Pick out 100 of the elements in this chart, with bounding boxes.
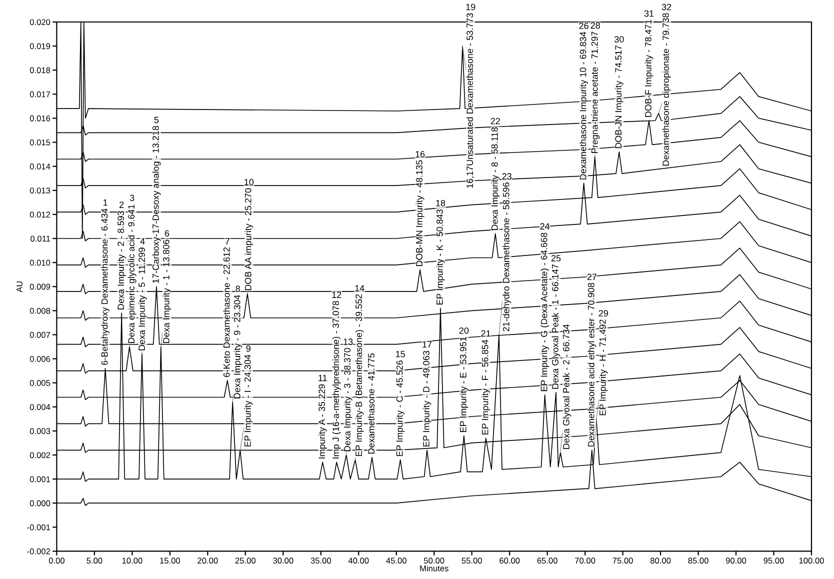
annotation: Dexamethasone Impurity 10 - 69.834 xyxy=(580,32,588,180)
annotation: EP Impurity - E - 53.951 xyxy=(460,337,468,432)
annotation: 8 xyxy=(236,286,240,292)
annotation: EP Impurity-B (Betamethasone) - 39.552 xyxy=(355,294,364,456)
annotation: 3 xyxy=(130,194,134,202)
x-tick-label: 50.00 xyxy=(424,558,444,564)
y-tick-label: 0.007 xyxy=(30,332,50,338)
y-axis-title: AU xyxy=(16,281,22,292)
annotation: Impurity A - 35.229 xyxy=(318,384,327,458)
y-tick-label: 0.011 xyxy=(30,236,50,242)
annotation: 6 xyxy=(164,230,170,237)
annotation: EP Impurity - F - 56.854 xyxy=(482,340,490,434)
annotation: 30 xyxy=(614,36,624,42)
annotation: 6-Betahydroxy Dexamethasone - 6.434 xyxy=(101,208,110,365)
y-tick-label: 0.018 xyxy=(30,67,50,74)
annotation: Dexa Glyoxal Peak - 2 - 66.734 xyxy=(562,324,572,449)
annotation: 16 xyxy=(416,150,425,158)
y-tick-label: 0.010 xyxy=(30,260,50,266)
annotation: 9 xyxy=(246,345,250,352)
annotation: EP Impurity - I - 24.304 xyxy=(244,354,253,446)
annotation: 15 xyxy=(396,350,405,358)
annotation: 7 xyxy=(225,238,230,244)
annotation: DOB-F Impurity - 78.471 xyxy=(644,20,654,117)
y-tick-label: 0.020 xyxy=(30,19,50,26)
annotation: 18 xyxy=(436,200,446,206)
annotation: 4 xyxy=(140,238,145,244)
y-tick-label: 0.015 xyxy=(30,139,50,146)
annotation: EP Impurity - C - 45.526 xyxy=(396,360,405,456)
x-tick-label: 10.00 xyxy=(122,558,142,564)
annotation: 21-dehydro Dexamethasone - 58.596 xyxy=(502,182,512,332)
annotation: EP Impurity - D - 49.063 xyxy=(422,350,432,446)
annotation: 26 xyxy=(579,22,588,30)
y-tick-label: 0.014 xyxy=(30,164,50,170)
annotation: Dexamethasone dipropionate - 79.738 xyxy=(662,13,671,166)
x-tick-label: 30.00 xyxy=(273,558,294,564)
annotation: 6-Keto Dexamethasone - 22.612 xyxy=(223,247,230,377)
annotation: Dexa Impurity - 8 - 58.118 xyxy=(491,127,500,230)
annotation: Dexa Glyoxal Peak - 1 - 66.147 xyxy=(552,264,560,389)
text: 32 xyxy=(662,4,672,10)
annotation: Imp J (16-a-methylprednisone) - 37.078 xyxy=(332,301,341,458)
y-tick-label: 0.004 xyxy=(30,404,50,410)
x-tick-label: 45.00 xyxy=(386,558,406,564)
x-tick-label: 20.00 xyxy=(198,558,218,564)
annotation: 5 xyxy=(154,116,159,124)
y-tick-label: 0.013 xyxy=(30,188,50,194)
annotation: Dexa Impurity - 3 - 38.370 xyxy=(344,348,352,452)
x-tick-label: 85.00 xyxy=(688,558,708,564)
y-tick-label: 0.008 xyxy=(30,308,50,314)
annotation: Dexa Impurity - 2 - 8.593 xyxy=(117,211,126,310)
annotation: 1 xyxy=(103,199,108,206)
x-tick-label: 5.00 xyxy=(86,558,102,564)
text: 31 xyxy=(644,10,654,17)
annotation: 21 xyxy=(481,330,490,337)
annotation: 2 xyxy=(120,202,124,208)
annotation: Dexamethasone acid ethyl ester - 70.908 xyxy=(588,282,596,446)
annotation: EP Impurity - K - 50.843 xyxy=(436,209,445,305)
x-tick-label: 75.00 xyxy=(612,558,633,564)
annotation: 13 xyxy=(344,338,353,345)
x-tick-label: 70.00 xyxy=(575,558,596,564)
x-tick-label: 90.00 xyxy=(726,558,746,564)
annotation: 20 xyxy=(459,327,469,334)
annotation: 17-Carboxy-17-Desoxy analog - 13.218 xyxy=(152,126,161,283)
y-tick-label: 0.005 xyxy=(30,380,50,386)
y-tick-label: 0.016 xyxy=(30,115,50,122)
y-tick-label: 0.002 xyxy=(30,452,50,458)
x-tick-label: 15.00 xyxy=(160,558,180,564)
annotation: EP Impurity - G (Dexa Acetate) - 64.668 xyxy=(540,232,550,392)
x-tick-label: 40.00 xyxy=(348,558,369,564)
annotation: 25 xyxy=(551,255,561,262)
text: 19 xyxy=(466,4,476,10)
y-tick-label: 0.001 xyxy=(30,476,50,482)
annotation: 11 xyxy=(318,374,327,382)
x-tick-label: 35.00 xyxy=(310,558,331,564)
annotation: 10 xyxy=(244,178,254,186)
x-tick-label: 95.00 xyxy=(764,558,784,564)
annotation: 17 xyxy=(422,341,432,348)
x-tick-label: 25.00 xyxy=(235,558,256,564)
y-tick-label: 0.000 xyxy=(30,500,50,506)
annotation: 16,17Unsaturated Dexamethasone - 53.773 xyxy=(466,13,474,188)
x-tick-label: 60.00 xyxy=(500,558,520,564)
annotation: DOB AA impurity - 25.270 xyxy=(244,188,254,290)
annotation: Pregna-triene acetate - 71.297 xyxy=(591,32,600,153)
x-axis-title: Minutes xyxy=(420,565,448,572)
annotation: EP Impurity - H - 71.492 xyxy=(599,320,608,416)
annotation: 28 xyxy=(590,22,600,29)
annotation: 24 xyxy=(540,223,550,230)
x-tick-label: 100.00 xyxy=(799,558,824,564)
annotation: 27 xyxy=(587,274,596,280)
annotation: Dexa Impurity - 9 - 23.304 xyxy=(234,294,242,398)
annotation: DOB-JN Impurity - 74.517 xyxy=(614,46,624,148)
annotation: 22 xyxy=(490,118,500,124)
x-tick-label: 65.00 xyxy=(537,558,558,564)
x-tick-label: 0.00 xyxy=(48,558,64,564)
x-tick-label: 55.00 xyxy=(462,558,482,564)
y-tick-label: -0.001 xyxy=(27,524,50,530)
y-tick-label: 0.019 xyxy=(30,43,50,50)
annotation: Dexa Impurity - 1 - 13.806 xyxy=(162,240,172,343)
y-tick-label: 0.006 xyxy=(30,356,50,362)
annotation: 14 xyxy=(355,285,364,292)
annotation: 23 xyxy=(502,173,512,180)
